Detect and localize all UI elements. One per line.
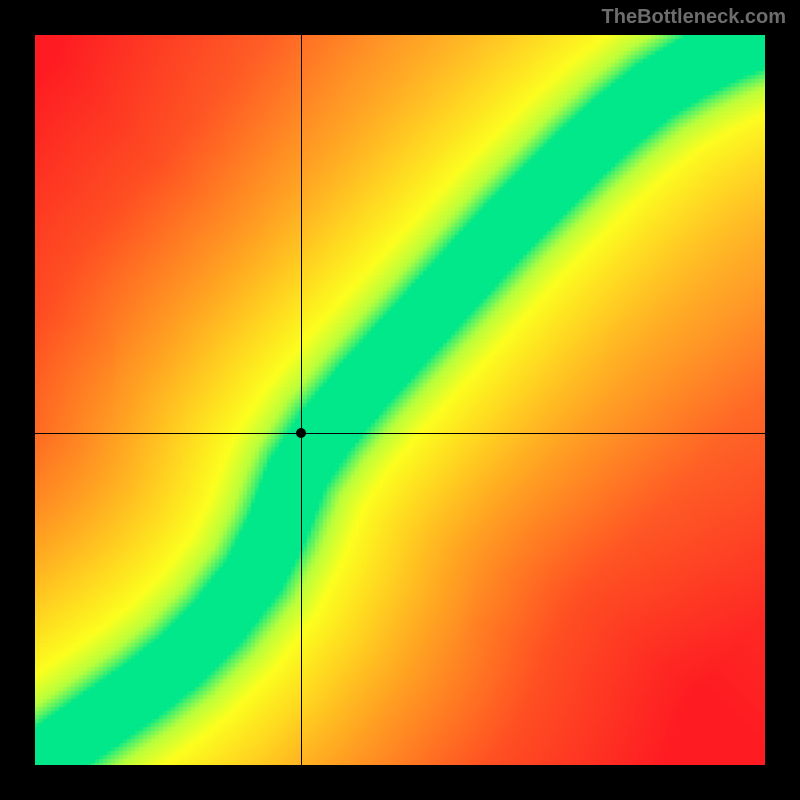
chart-frame: TheBottleneck.com	[0, 0, 800, 800]
selection-marker	[296, 428, 306, 438]
source-watermark: TheBottleneck.com	[602, 6, 786, 29]
crosshair-vertical	[301, 35, 302, 765]
heatmap-canvas	[35, 35, 765, 765]
crosshair-horizontal	[35, 433, 765, 434]
heatmap-plot	[35, 35, 765, 765]
